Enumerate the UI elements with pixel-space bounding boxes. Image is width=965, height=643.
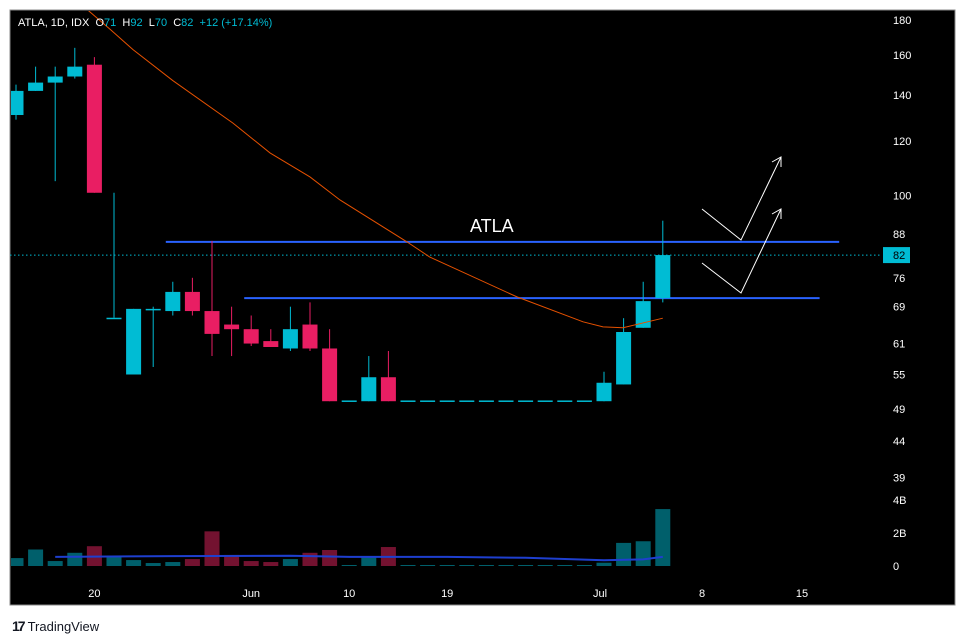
- volume-bar: [439, 565, 455, 566]
- open-value: 71: [104, 17, 117, 29]
- volume-bar: [282, 559, 298, 566]
- price-tick-label: 55: [893, 370, 905, 382]
- volume-bar: [263, 562, 279, 566]
- volume-bar: [322, 549, 338, 566]
- volume-bar: [184, 559, 200, 566]
- price-tick-label: 61: [893, 339, 905, 351]
- candle-body: [11, 90, 24, 116]
- candle-body: [145, 308, 161, 311]
- candle-body: [380, 377, 396, 402]
- volume-bar: [400, 565, 416, 566]
- price-tick-label: 180: [893, 15, 911, 27]
- candle-body: [635, 301, 651, 328]
- candle-body: [224, 324, 240, 330]
- symbol-info: ATLA, 1D, IDX: [18, 17, 90, 29]
- candle-body: [322, 348, 338, 402]
- candle-body: [616, 332, 632, 385]
- forecast-arrow-upper[interactable]: [701, 156, 782, 241]
- volume-bar: [47, 561, 63, 566]
- volume-bar: [498, 565, 514, 566]
- price-tick-label: 39: [893, 472, 905, 484]
- tradingview-logo-icon: 17: [12, 618, 26, 634]
- candle-body: [86, 64, 102, 193]
- price-tick-label: 76: [893, 273, 905, 285]
- candle-body: [263, 341, 279, 347]
- candle-body: [126, 308, 142, 375]
- volume-bar: [302, 552, 318, 566]
- low-value: 70: [154, 17, 168, 29]
- close-value: 82: [181, 17, 194, 29]
- volume-bar: [28, 549, 44, 566]
- price-tick-label: 69: [893, 302, 905, 314]
- price-tick-label: 44: [893, 436, 905, 448]
- volume-bar: [557, 565, 573, 566]
- candle-body: [302, 324, 318, 349]
- price-tick-label: 100: [893, 191, 911, 203]
- brand-name: TradingView: [27, 618, 100, 634]
- last-price-label: 82: [893, 250, 905, 262]
- candle-body: [28, 82, 44, 91]
- price-tick-label: 49: [893, 404, 905, 416]
- volume-bar: [341, 565, 357, 566]
- volume-bar: [243, 561, 259, 566]
- time-tick-label: Jul: [593, 588, 607, 600]
- volume-bar: [204, 531, 220, 566]
- candle-body: [243, 329, 259, 344]
- price-tick-label: 160: [893, 50, 911, 62]
- moving-average-line: [88, 11, 663, 329]
- volume-bar: [106, 556, 122, 566]
- volume-bar: [596, 562, 612, 566]
- time-tick-label: Jun: [242, 588, 260, 600]
- high-value: 92: [130, 17, 143, 29]
- change-value: +12 (+17.14%): [199, 17, 273, 29]
- volume-bar: [616, 542, 632, 566]
- volume-bar: [459, 565, 475, 566]
- candle-body: [106, 317, 122, 320]
- volume-tick-label: 0: [893, 561, 899, 573]
- volume-bar: [126, 560, 142, 566]
- candle-body: [204, 311, 220, 334]
- candle-body: [655, 255, 671, 299]
- volume-tick-label: 4B: [893, 495, 906, 507]
- volume-bar: [655, 509, 671, 566]
- candle-body: [47, 76, 63, 83]
- chart-background: [9, 9, 956, 606]
- price-tick-label: 140: [893, 90, 911, 102]
- time-tick-label: 10: [343, 588, 355, 600]
- candle-body: [184, 291, 200, 312]
- volume-bar: [165, 562, 181, 566]
- volume-bar: [518, 565, 534, 566]
- price-tick-label: 88: [893, 229, 905, 241]
- volume-bar: [537, 565, 553, 566]
- volume-bar: [67, 552, 83, 566]
- symbol-legend: ATLA, 1D, IDX O71 H92 L70 C82 +12 (+17.1…: [18, 17, 273, 29]
- volume-bar: [576, 565, 592, 566]
- chart-annotation-text[interactable]: ATLA: [470, 216, 514, 236]
- candle-body: [282, 329, 298, 349]
- volume-bar: [361, 556, 377, 566]
- volume-bar: [224, 554, 240, 566]
- candle-body: [165, 291, 181, 312]
- time-tick-label: 15: [796, 588, 808, 600]
- volume-tick-label: 2B: [893, 528, 906, 540]
- price-tick-label: 120: [893, 136, 911, 148]
- candle-body: [596, 382, 612, 402]
- time-tick-label: 20: [88, 588, 100, 600]
- volume-bar: [478, 565, 494, 566]
- candle-body: [67, 66, 83, 77]
- volume-bar: [420, 565, 436, 566]
- footer: 17 TradingView: [12, 618, 99, 634]
- time-tick-label: 8: [699, 588, 705, 600]
- last-price-badge: [883, 247, 910, 264]
- candle-body: [361, 377, 377, 402]
- volume-bar: [145, 563, 161, 566]
- forecast-arrow-lower[interactable]: [701, 208, 782, 294]
- volume-ma-line: [55, 554, 663, 562]
- volume-bar: [635, 541, 651, 566]
- volume-bar: [11, 558, 24, 566]
- time-tick-label: 19: [441, 588, 453, 600]
